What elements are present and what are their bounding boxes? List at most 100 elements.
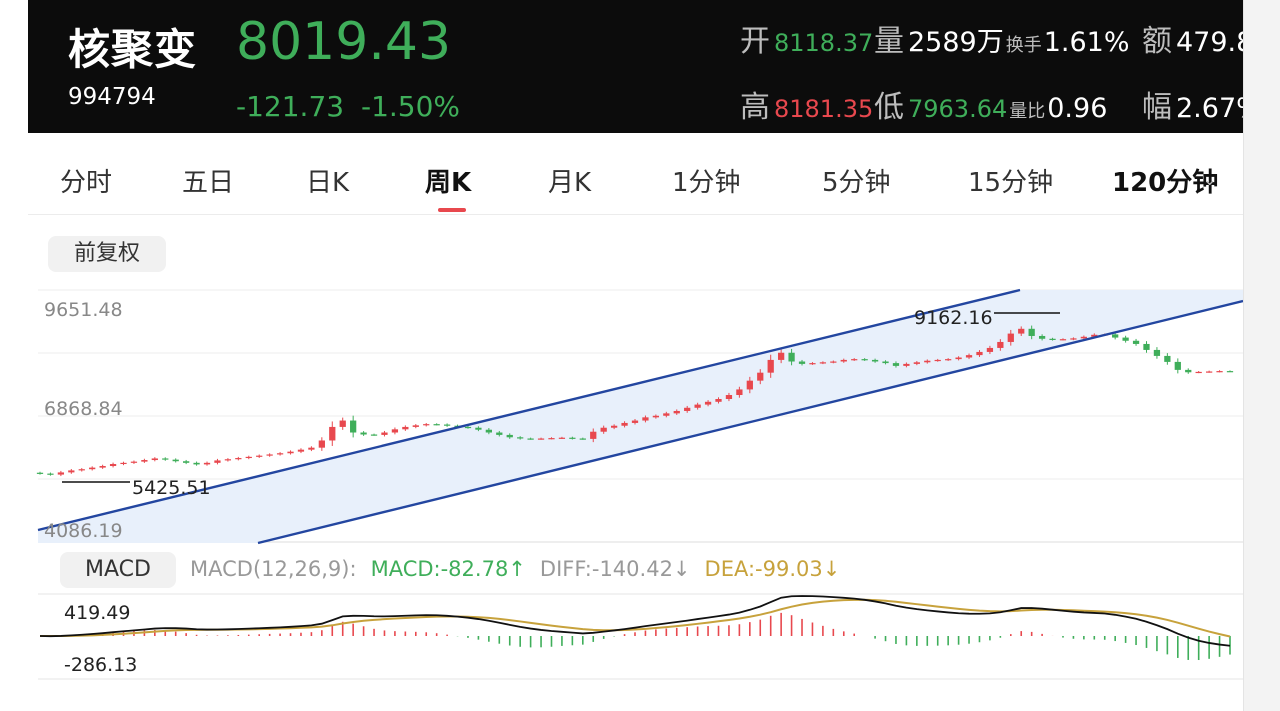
trend-channel-fill <box>38 290 1243 543</box>
macd-value: MACD:-82.78↑ <box>370 557 526 581</box>
volratio-label: 量比 <box>1009 101 1046 122</box>
chevron-down-icon[interactable]: ⌄ <box>1203 170 1217 189</box>
tab-120-minute[interactable]: 120分钟 <box>1112 168 1219 198</box>
candle <box>830 361 837 363</box>
channel-lower-line <box>257 299 1243 545</box>
candle <box>109 464 117 467</box>
candle <box>610 425 618 428</box>
candle <box>736 389 743 396</box>
candle <box>464 426 472 429</box>
candle <box>47 473 54 475</box>
candle <box>370 434 378 436</box>
tab-1-minute[interactable]: 1分钟 <box>672 168 741 198</box>
dea-value: DEA:-99.03↓ <box>704 557 841 581</box>
tab-15-minute[interactable]: 15分钟 <box>968 168 1054 198</box>
candle <box>391 429 399 433</box>
candle <box>412 425 419 427</box>
candle <box>704 401 712 405</box>
candle <box>245 456 252 459</box>
candle <box>1226 371 1234 373</box>
candle <box>945 359 952 361</box>
candle <box>851 359 858 361</box>
candle <box>162 458 169 460</box>
candle <box>903 363 910 366</box>
candle <box>1007 333 1014 342</box>
candle <box>1164 355 1171 362</box>
candle <box>141 460 148 462</box>
candle <box>694 404 701 408</box>
candle <box>287 451 294 454</box>
candle <box>569 437 576 439</box>
candle <box>1205 371 1213 373</box>
candle <box>621 422 628 426</box>
candle <box>68 470 75 473</box>
candle <box>965 355 973 358</box>
amount-label: 额 <box>1142 24 1172 59</box>
candle <box>892 363 900 366</box>
candle <box>1080 336 1087 339</box>
tab-monthly-k[interactable]: 月K <box>548 168 592 198</box>
amplitude-label: 幅 <box>1142 90 1172 125</box>
diff-value: DIFF:-140.42↓ <box>539 557 691 581</box>
candle <box>1018 328 1025 334</box>
candle <box>193 462 200 465</box>
candle <box>120 462 127 465</box>
high-label: 高 <box>740 90 770 125</box>
candle <box>1122 337 1129 341</box>
tab-weekly-k[interactable]: 周K <box>425 168 472 198</box>
candle <box>631 420 639 423</box>
candle <box>350 420 357 433</box>
macd-histogram <box>49 612 1231 661</box>
candle <box>318 440 325 448</box>
stat-low: 低 7963.64 量比0.96 <box>874 82 1107 126</box>
candle <box>183 461 190 463</box>
candle <box>1112 334 1119 338</box>
open-label: 开 <box>740 24 770 59</box>
turnover-value: 1.61% <box>1043 27 1130 58</box>
candle <box>1059 339 1067 341</box>
side-panel-edge <box>1243 0 1280 711</box>
low-label: 低 <box>874 90 904 125</box>
adjust-toggle[interactable]: 前复权 <box>48 236 166 272</box>
dif-line <box>39 595 1231 647</box>
tab-intraday[interactable]: 分时 <box>60 168 113 198</box>
stat-high: 高 8181.35 <box>740 82 873 126</box>
channel-upper-line <box>37 288 1021 532</box>
candle <box>151 458 158 461</box>
candle <box>913 362 920 364</box>
candle <box>934 359 941 362</box>
candle <box>778 352 785 360</box>
candle <box>652 415 660 418</box>
candle <box>214 460 221 463</box>
candle <box>1091 334 1098 337</box>
active-tab-indicator <box>438 208 466 212</box>
macd-indicator-toggle[interactable]: MACD <box>60 552 176 588</box>
low-annotation: 5425.51 <box>132 477 211 499</box>
candle <box>986 347 994 352</box>
candle <box>1195 371 1202 374</box>
candle <box>78 469 85 471</box>
candle <box>924 360 931 363</box>
macd-params: MACD(12,26,9): <box>190 557 357 581</box>
candle <box>360 432 367 435</box>
macd-legend: MACD(12,26,9): MACD:-82.78↑ DIFF:-140.42↓ D… <box>190 557 840 581</box>
candle <box>433 424 440 426</box>
tab-daily-k[interactable]: 日K <box>306 168 350 198</box>
candle <box>89 467 96 470</box>
candle <box>809 363 816 365</box>
candle <box>297 449 305 452</box>
candle <box>475 427 482 430</box>
candle <box>339 420 346 427</box>
candles-layer <box>36 325 1234 477</box>
candle <box>496 432 503 435</box>
candle <box>798 361 806 364</box>
open-value: 8118.37 <box>774 29 874 57</box>
turnover-label: 换手 <box>1005 35 1042 56</box>
high-value: 8181.35 <box>774 95 874 123</box>
candle <box>600 427 607 432</box>
volratio-value: 0.96 <box>1047 93 1108 124</box>
tab-five-day[interactable]: 五日 <box>182 168 235 198</box>
candle <box>548 438 555 440</box>
tab-5-minute[interactable]: 5分钟 <box>822 168 891 198</box>
candle <box>402 426 409 430</box>
